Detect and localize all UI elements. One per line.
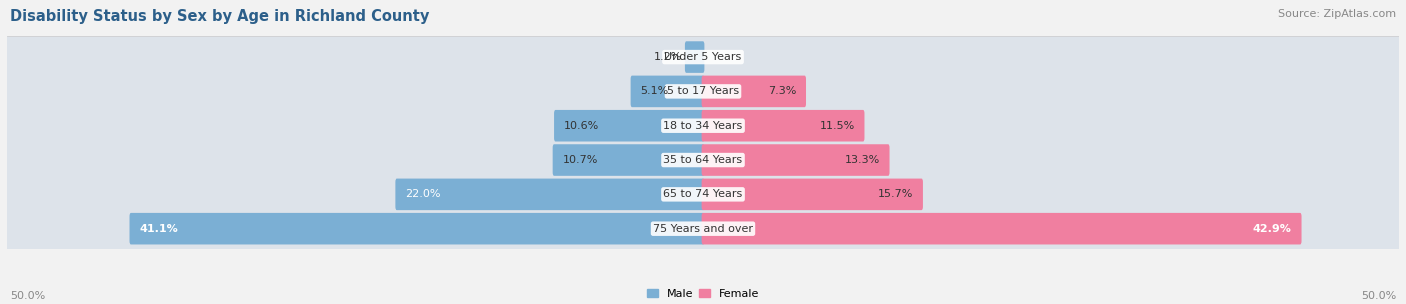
Text: Source: ZipAtlas.com: Source: ZipAtlas.com: [1278, 9, 1396, 19]
FancyBboxPatch shape: [3, 99, 1403, 152]
FancyBboxPatch shape: [702, 178, 922, 210]
FancyBboxPatch shape: [3, 134, 1403, 186]
Text: 42.9%: 42.9%: [1253, 224, 1292, 234]
Text: Disability Status by Sex by Age in Richland County: Disability Status by Sex by Age in Richl…: [10, 9, 429, 24]
FancyBboxPatch shape: [702, 76, 806, 107]
Text: 75 Years and over: 75 Years and over: [652, 224, 754, 234]
FancyBboxPatch shape: [685, 41, 704, 73]
FancyBboxPatch shape: [702, 213, 1302, 244]
Text: 35 to 64 Years: 35 to 64 Years: [664, 155, 742, 165]
Legend: Male, Female: Male, Female: [643, 284, 763, 303]
Text: 5 to 17 Years: 5 to 17 Years: [666, 86, 740, 96]
Text: 65 to 74 Years: 65 to 74 Years: [664, 189, 742, 199]
Text: 10.6%: 10.6%: [564, 121, 599, 131]
FancyBboxPatch shape: [702, 110, 865, 141]
Text: 1.2%: 1.2%: [654, 52, 682, 62]
Text: 5.1%: 5.1%: [640, 86, 669, 96]
FancyBboxPatch shape: [3, 65, 1403, 118]
FancyBboxPatch shape: [3, 168, 1403, 221]
FancyBboxPatch shape: [553, 144, 704, 176]
Text: 22.0%: 22.0%: [405, 189, 440, 199]
FancyBboxPatch shape: [554, 110, 704, 141]
Text: 50.0%: 50.0%: [1361, 291, 1396, 301]
FancyBboxPatch shape: [3, 202, 1403, 255]
FancyBboxPatch shape: [631, 76, 704, 107]
Text: 7.3%: 7.3%: [768, 86, 796, 96]
Text: 11.5%: 11.5%: [820, 121, 855, 131]
FancyBboxPatch shape: [395, 178, 704, 210]
Text: 18 to 34 Years: 18 to 34 Years: [664, 121, 742, 131]
FancyBboxPatch shape: [3, 31, 1403, 83]
FancyBboxPatch shape: [129, 213, 704, 244]
Text: Under 5 Years: Under 5 Years: [665, 52, 741, 62]
Text: 41.1%: 41.1%: [139, 224, 179, 234]
FancyBboxPatch shape: [702, 144, 890, 176]
Text: 10.7%: 10.7%: [562, 155, 598, 165]
Text: 13.3%: 13.3%: [845, 155, 880, 165]
Text: 15.7%: 15.7%: [877, 189, 912, 199]
Text: 50.0%: 50.0%: [10, 291, 45, 301]
